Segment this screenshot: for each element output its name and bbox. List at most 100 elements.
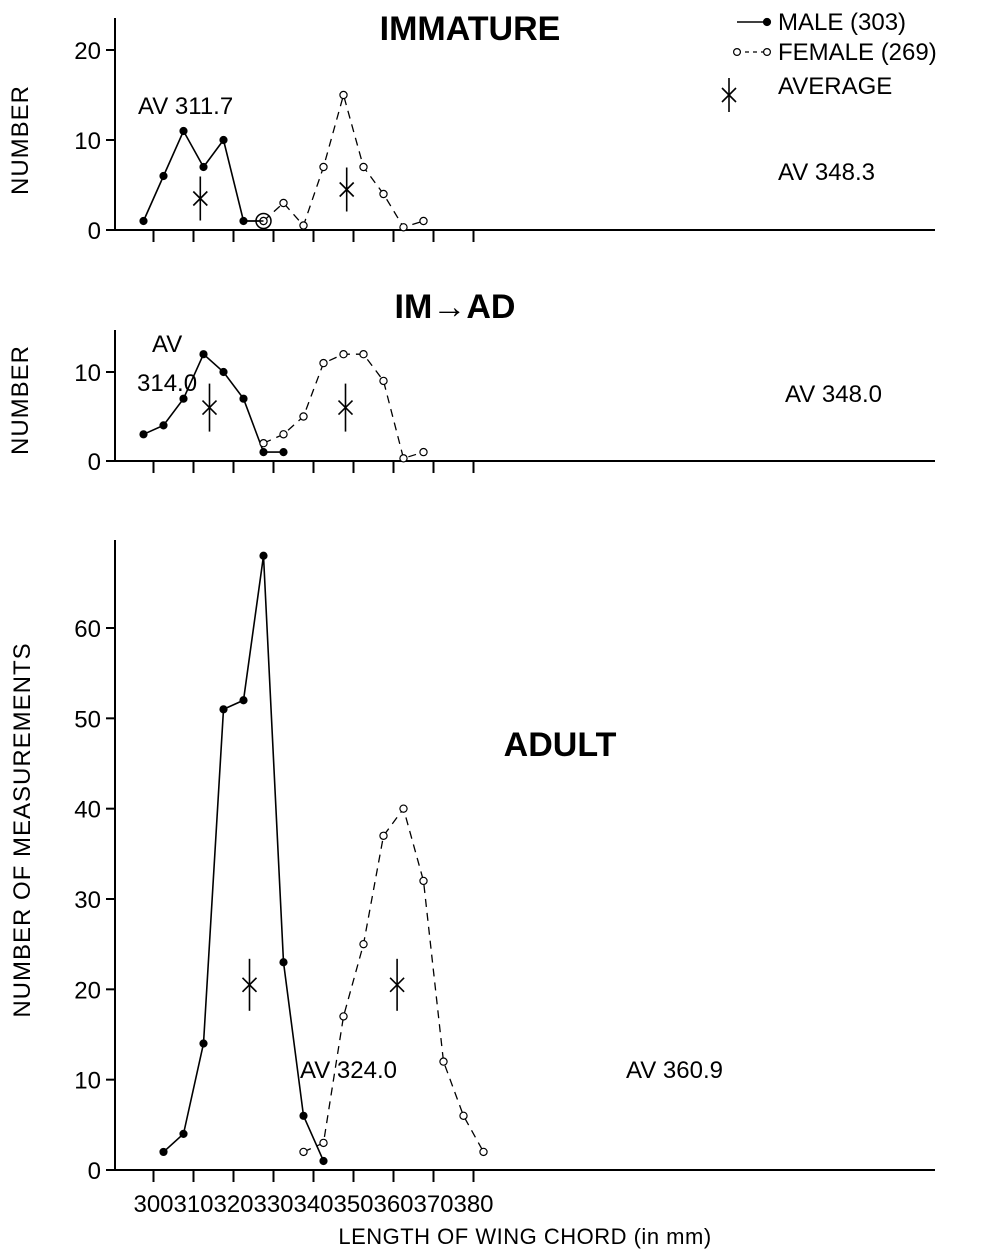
male-data-point xyxy=(199,1039,208,1048)
male-data-point xyxy=(179,394,188,403)
female-data-point xyxy=(459,1111,468,1121)
legend: MALE (303) FEMALE (269) AVERAGE xyxy=(721,9,937,112)
female-data-point xyxy=(339,350,348,359)
y-tick-label: 20 xyxy=(74,38,101,65)
female-data-point xyxy=(419,216,428,226)
female-data-point xyxy=(319,1138,328,1148)
legend-average-label: AVERAGE xyxy=(778,73,892,100)
x-tick-label: 340 xyxy=(293,1191,333,1218)
female-data-point xyxy=(359,162,368,172)
legend-average-marker xyxy=(721,87,737,103)
male-data-point xyxy=(219,135,228,145)
male-data-point xyxy=(159,421,168,430)
female-data-point xyxy=(419,876,428,886)
y-tick-label: 0 xyxy=(88,218,101,245)
female-data-point xyxy=(299,412,308,421)
y-tick-label: 20 xyxy=(74,977,101,1004)
x-tick-label: 350 xyxy=(333,1191,373,1218)
x-tick-label: 370 xyxy=(413,1191,453,1218)
y-tick-label: 10 xyxy=(74,360,101,387)
y-tick-label: 60 xyxy=(74,616,101,643)
average-annotation: AV 311.7 xyxy=(138,93,233,120)
panel-0: 0 10 20 IMMATURE NUMBER AV 311.7 AV 348.3 xyxy=(7,10,935,245)
male-data-point xyxy=(159,171,168,181)
female-data-point xyxy=(379,831,388,840)
panel-title: IMMATURE xyxy=(380,10,561,48)
legend-male-dot xyxy=(762,17,772,27)
x-tick-label: 360 xyxy=(373,1191,413,1218)
y-axis-label: NUMBER xyxy=(7,85,34,195)
y-axis-label: NUMBER OF MEASUREMENTS xyxy=(9,642,36,1017)
male-data-point xyxy=(239,394,248,403)
female-data-point xyxy=(399,454,408,463)
male-data-point xyxy=(179,1129,188,1138)
legend-female-dot xyxy=(732,47,741,56)
female-data-point xyxy=(379,189,388,199)
female-series-line xyxy=(263,92,424,229)
legend-female-dot xyxy=(762,47,771,56)
female-data-point xyxy=(379,376,388,386)
male-data-point xyxy=(259,448,268,457)
average-annotation: 314.0 xyxy=(137,370,197,397)
average-annotation: AV xyxy=(152,331,182,358)
legend-male-label: MALE (303) xyxy=(778,9,906,36)
female-data-point xyxy=(279,430,288,439)
female-data-point xyxy=(339,1012,348,1021)
average-marker xyxy=(201,400,218,416)
panel-title: IM→AD xyxy=(395,288,516,326)
average-annotation: AV 348.3 xyxy=(778,159,875,186)
average-marker xyxy=(337,400,354,416)
average-marker xyxy=(339,181,355,198)
male-data-point xyxy=(279,448,288,457)
male-data-point xyxy=(279,958,288,967)
panel-2: 0 10 20 30 40 50 60 300 310 320 330 340 350 360 370 380… xyxy=(9,540,935,1249)
male-data-point xyxy=(199,162,208,172)
male-data-point xyxy=(299,1111,308,1120)
male-data-point xyxy=(319,1156,328,1166)
male-data-point xyxy=(159,1147,168,1157)
y-tick-label: 0 xyxy=(88,449,101,476)
y-tick-label: 50 xyxy=(74,706,101,733)
male-data-point xyxy=(259,551,268,560)
y-tick-label: 40 xyxy=(74,797,101,824)
average-marker xyxy=(192,190,208,207)
average-annotation: AV 360.9 xyxy=(626,1057,723,1084)
average-marker xyxy=(389,977,405,993)
male-data-point xyxy=(219,705,228,714)
male-data-point xyxy=(139,430,148,439)
y-tick-label: 10 xyxy=(74,128,101,155)
male-data-point xyxy=(239,696,248,705)
male-data-point xyxy=(219,367,228,377)
average-marker xyxy=(241,977,258,993)
legend-female-label: FEMALE (269) xyxy=(778,39,937,66)
female-series-line xyxy=(303,807,485,1153)
x-tick-label: 320 xyxy=(213,1191,253,1218)
female-data-point xyxy=(359,939,368,949)
y-tick-label: 0 xyxy=(88,1158,101,1185)
x-tick-label: 330 xyxy=(253,1191,293,1218)
y-tick-label: 10 xyxy=(74,1068,101,1095)
female-data-point xyxy=(399,223,408,232)
average-annotation: AV 324.0 xyxy=(300,1057,397,1084)
female-data-point xyxy=(419,447,428,457)
male-data-point xyxy=(179,126,188,136)
panel-1: 0 10 IM→AD NUMBER AV 314.0 AV 348.0 xyxy=(7,288,935,476)
x-tick-label: 310 xyxy=(173,1191,213,1218)
female-data-point xyxy=(259,439,268,448)
average-annotation: AV 348.0 xyxy=(785,381,882,408)
female-data-point xyxy=(339,90,348,100)
x-axis-label: LENGTH OF WING CHORD (in mm) xyxy=(338,1224,711,1249)
female-data-point xyxy=(319,358,328,368)
female-data-point xyxy=(399,804,408,813)
female-data-point xyxy=(439,1057,448,1066)
panel-title: ADULT xyxy=(504,726,617,764)
y-tick-label: 30 xyxy=(74,887,101,914)
y-axis-label: NUMBER xyxy=(7,345,34,455)
x-tick-label: 380 xyxy=(453,1191,493,1218)
female-data-point xyxy=(359,350,368,359)
x-tick-label: 300 xyxy=(133,1191,173,1218)
male-data-point xyxy=(139,216,148,226)
female-data-point xyxy=(299,1147,308,1157)
female-data-point xyxy=(479,1147,488,1157)
